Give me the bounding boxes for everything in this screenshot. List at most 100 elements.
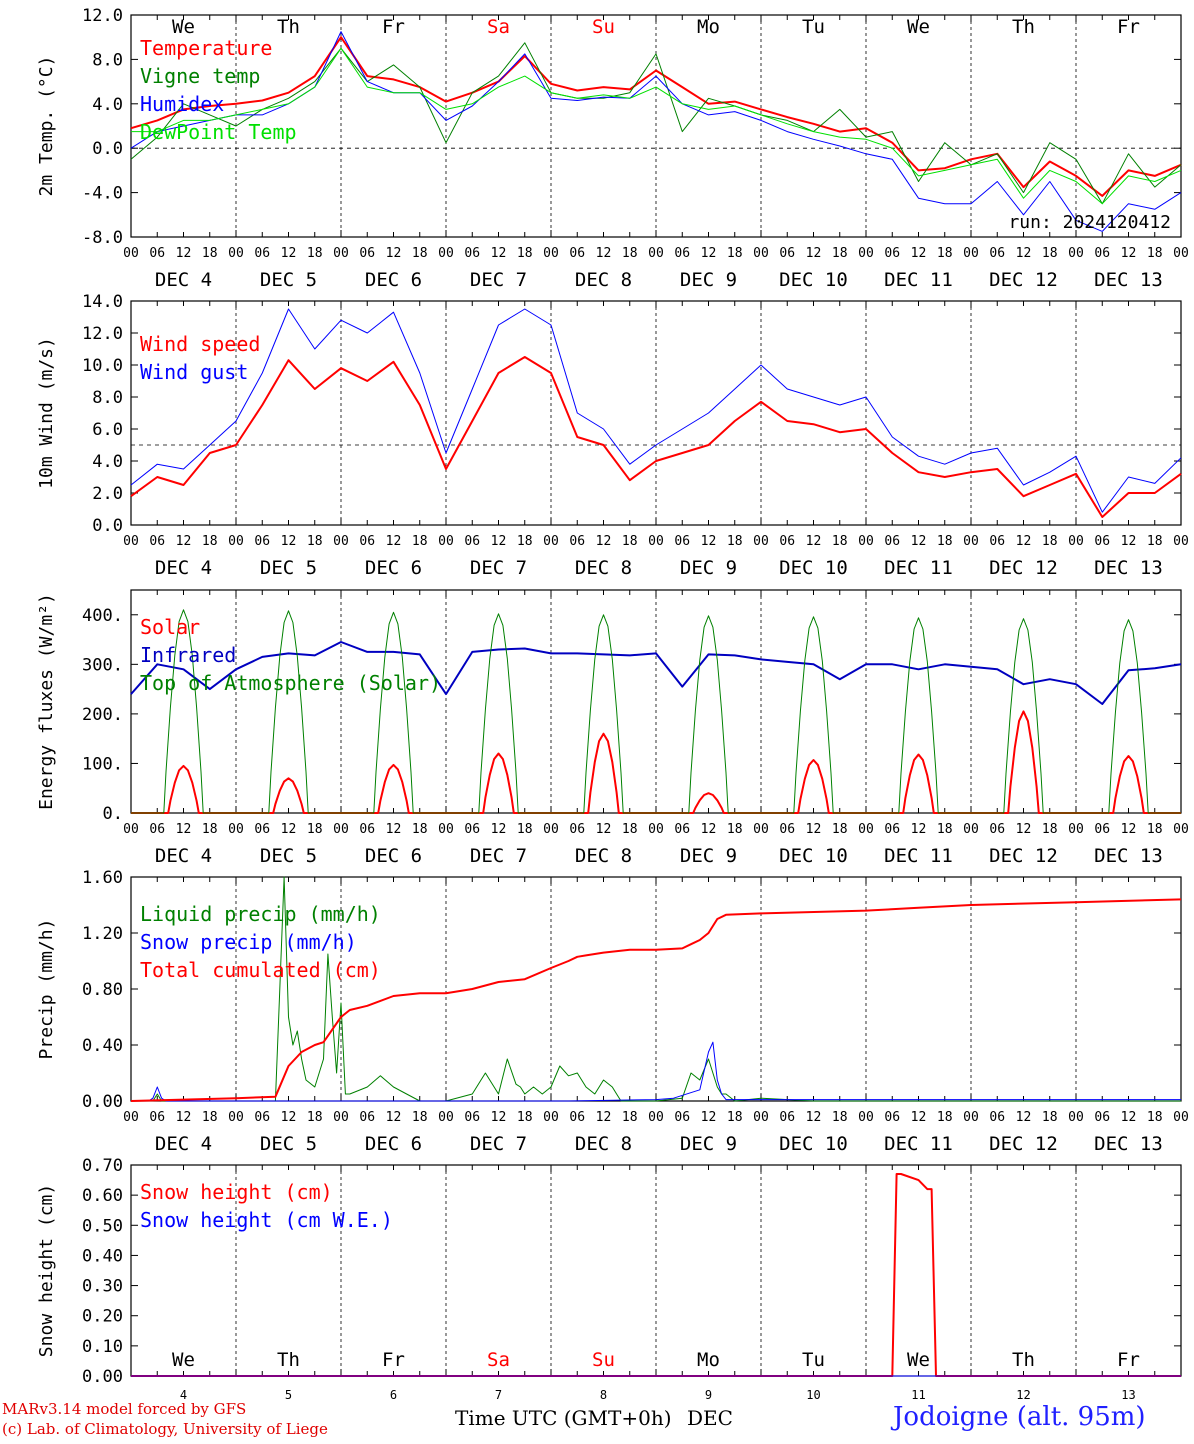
hour-tick-label: 00	[438, 822, 454, 837]
hour-tick-label: 12	[491, 1110, 507, 1125]
date-label: DEC 11	[884, 557, 953, 579]
hour-tick-label: 00	[648, 246, 664, 261]
y-tick-label: 0.0	[92, 139, 123, 159]
hour-tick-label: 12	[281, 822, 297, 837]
hour-tick-label: 06	[359, 1110, 375, 1125]
y-tick-label: 1.60	[82, 868, 123, 888]
series-line-dewpoint-temp	[131, 47, 1182, 205]
y-tick-label: 0.40	[82, 1246, 123, 1266]
legend-entry: Humidex	[140, 92, 224, 116]
day-name: Fr	[382, 16, 405, 38]
hour-tick-label: 18	[517, 822, 533, 837]
hour-tick-label: 00	[123, 534, 139, 549]
hour-tick-label: 06	[1094, 246, 1110, 261]
series-line-solar	[131, 710, 1181, 814]
hour-tick-label: 18	[1147, 1110, 1163, 1125]
y-tick-label: 0.00	[82, 1367, 123, 1387]
y-axis-label: Energy fluxes (W/m²)	[36, 593, 57, 810]
series-line-snow-precip-mm-h	[131, 1041, 1181, 1102]
hour-tick-label: 18	[832, 822, 848, 837]
day-name: Su	[592, 1349, 615, 1371]
hour-tick-label: 06	[779, 246, 795, 261]
date-label: DEC 5	[260, 269, 317, 291]
hour-tick-label: 06	[779, 1110, 795, 1125]
date-label: DEC 6	[365, 1133, 422, 1155]
hour-tick-label: 18	[622, 246, 638, 261]
hour-tick-label: 06	[149, 246, 165, 261]
series-line-temperature	[130, 36, 1182, 197]
hour-tick-label: 00	[648, 822, 664, 837]
date-label: DEC 11	[884, 1133, 953, 1155]
day-name: Th	[277, 16, 300, 38]
hour-tick-label: 00	[228, 246, 244, 261]
date-label: DEC 11	[884, 269, 953, 291]
hour-tick-label: 18	[1042, 1110, 1058, 1125]
date-label: DEC 4	[155, 269, 212, 291]
date-label: DEC 10	[779, 845, 848, 867]
hour-tick-label: 06	[464, 534, 480, 549]
hour-tick-label: 06	[254, 1110, 270, 1125]
day-number: 4	[180, 1388, 187, 1402]
hour-tick-label: 06	[674, 534, 690, 549]
y-tick-label: 0.30	[82, 1277, 123, 1297]
y-tick-label: 12.0	[82, 324, 123, 344]
hour-tick-label: 12	[911, 822, 927, 837]
hour-tick-label: 12	[1121, 246, 1137, 261]
date-label: DEC 5	[260, 1133, 317, 1155]
hour-tick-label: 06	[1094, 534, 1110, 549]
hour-tick-label: 12	[1121, 822, 1137, 837]
hour-tick-label: 12	[806, 534, 822, 549]
y-tick-label: 0.	[103, 804, 123, 824]
hour-tick-label: 00	[648, 1110, 664, 1125]
y-tick-label: 8.0	[92, 388, 123, 408]
plot-frame	[130, 589, 1182, 814]
legend-entry: Wind gust	[140, 360, 248, 384]
hour-tick-label: 06	[884, 1110, 900, 1125]
hour-tick-label: 18	[202, 1110, 218, 1125]
hour-tick-label: 18	[1042, 822, 1058, 837]
date-label: DEC 6	[365, 557, 422, 579]
y-tick-label: 0.10	[82, 1337, 123, 1357]
series-line-snow-height-cm	[131, 1173, 1181, 1377]
hour-tick-label: 18	[727, 1110, 743, 1125]
day-number: 6	[390, 1388, 397, 1402]
hour-tick-label: 12	[701, 822, 717, 837]
hour-tick-label: 18	[1147, 822, 1163, 837]
y-tick-label: 0.40	[82, 1036, 123, 1056]
hour-tick-label: 06	[884, 534, 900, 549]
plot-frame	[130, 300, 1182, 526]
hour-tick-label: 06	[569, 822, 585, 837]
hour-tick-label: 00	[648, 534, 664, 549]
hour-tick-label: 06	[464, 822, 480, 837]
legend-entry: Solar	[140, 615, 200, 639]
hour-tick-label: 12	[596, 246, 612, 261]
y-tick-label: 100.	[82, 754, 123, 774]
hour-tick-label: 00	[438, 534, 454, 549]
hour-tick-label: 00	[228, 1110, 244, 1125]
hour-tick-label: 12	[806, 822, 822, 837]
day-name: Th	[1012, 1349, 1035, 1371]
y-tick-label: 200.	[82, 705, 123, 725]
hour-tick-label: 18	[832, 1110, 848, 1125]
hour-tick-label: 18	[937, 246, 953, 261]
hour-tick-label: 12	[596, 1110, 612, 1125]
footer-month: DEC	[687, 1406, 733, 1430]
legend-entry: Snow height (cm W.E.)	[140, 1208, 393, 1232]
y-tick-label: 0.0	[92, 516, 123, 536]
date-label: DEC 11	[884, 845, 953, 867]
day-name: We	[172, 1349, 195, 1371]
y-tick-label: 0.50	[82, 1216, 123, 1236]
hour-tick-label: 06	[989, 246, 1005, 261]
hour-tick-label: 00	[1068, 246, 1084, 261]
date-label: DEC 8	[575, 845, 632, 867]
hour-tick-label: 12	[281, 534, 297, 549]
hour-tick-label: 06	[359, 246, 375, 261]
y-tick-label: 6.0	[92, 420, 123, 440]
panel-temperature: 12.0 8.0 4.0 0.0 -4.0 -8.0 2m Temp. (°C) 00 06 12…	[36, 6, 1189, 291]
hour-tick-label: 12	[701, 1110, 717, 1125]
hour-tick-label: 00	[858, 822, 874, 837]
hour-tick-label: 00	[333, 246, 349, 261]
legend-entry: DewPoint Temp	[140, 120, 297, 144]
hour-tick-label: 06	[359, 534, 375, 549]
